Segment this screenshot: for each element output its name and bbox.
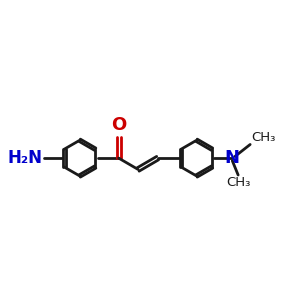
Text: O: O xyxy=(111,116,126,134)
Text: CH₃: CH₃ xyxy=(251,131,275,144)
Text: H₂N: H₂N xyxy=(8,149,43,167)
Text: CH₃: CH₃ xyxy=(226,176,250,189)
Text: N: N xyxy=(225,149,240,167)
